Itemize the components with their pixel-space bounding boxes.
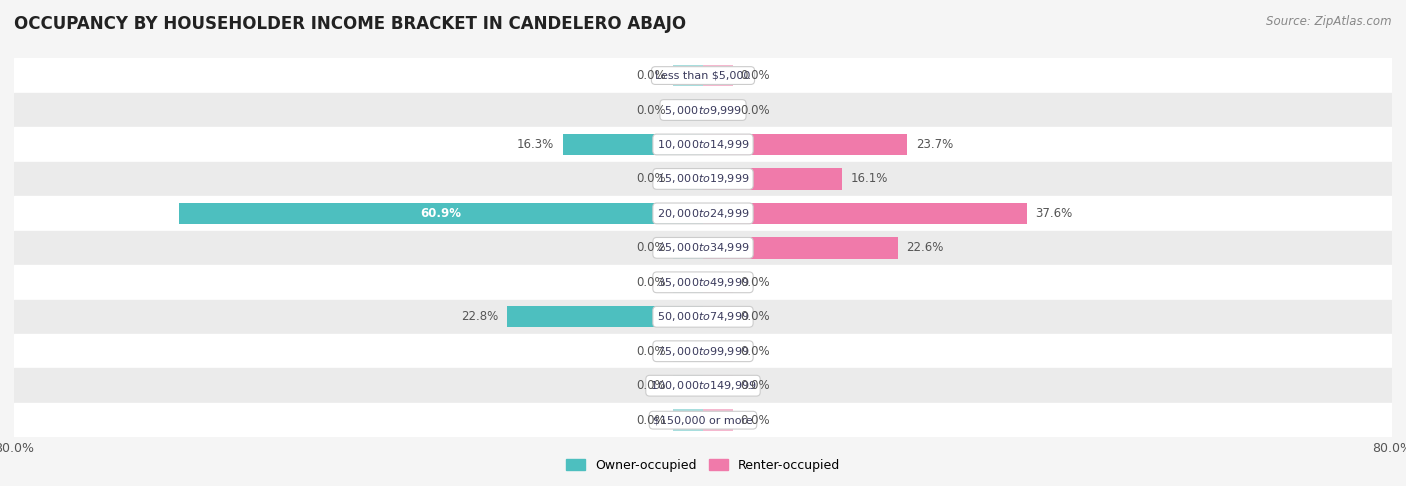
Text: Less than $5,000: Less than $5,000 [655, 70, 751, 81]
Bar [703, 237, 897, 259]
Bar [673, 341, 703, 362]
Text: 0.0%: 0.0% [637, 104, 666, 117]
Bar [703, 99, 733, 121]
Text: 23.7%: 23.7% [915, 138, 953, 151]
Bar [506, 306, 703, 328]
Text: 0.0%: 0.0% [740, 379, 769, 392]
Bar [14, 231, 1392, 265]
Text: 37.6%: 37.6% [1035, 207, 1073, 220]
Bar [14, 196, 1392, 231]
Bar [703, 410, 733, 431]
Bar [14, 127, 1392, 162]
Text: $150,000 or more: $150,000 or more [654, 415, 752, 425]
Bar [179, 203, 703, 224]
Bar [673, 99, 703, 121]
Text: 0.0%: 0.0% [637, 276, 666, 289]
Text: 0.0%: 0.0% [740, 104, 769, 117]
Bar [14, 368, 1392, 403]
Bar [703, 272, 733, 293]
Text: OCCUPANCY BY HOUSEHOLDER INCOME BRACKET IN CANDELERO ABAJO: OCCUPANCY BY HOUSEHOLDER INCOME BRACKET … [14, 15, 686, 33]
Text: $75,000 to $99,999: $75,000 to $99,999 [657, 345, 749, 358]
Bar [562, 134, 703, 155]
Bar [703, 306, 733, 328]
Text: 16.1%: 16.1% [851, 173, 887, 186]
Text: $35,000 to $49,999: $35,000 to $49,999 [657, 276, 749, 289]
Text: 0.0%: 0.0% [637, 69, 666, 82]
Bar [673, 237, 703, 259]
Text: 22.6%: 22.6% [907, 242, 943, 254]
Text: 0.0%: 0.0% [637, 345, 666, 358]
Bar [703, 168, 842, 190]
Bar [703, 203, 1026, 224]
Text: $100,000 to $149,999: $100,000 to $149,999 [650, 379, 756, 392]
Bar [14, 334, 1392, 368]
Bar [703, 65, 733, 86]
Bar [673, 65, 703, 86]
Text: 0.0%: 0.0% [740, 69, 769, 82]
Bar [673, 410, 703, 431]
Bar [14, 265, 1392, 299]
Bar [14, 162, 1392, 196]
Text: 60.9%: 60.9% [420, 207, 461, 220]
Text: Source: ZipAtlas.com: Source: ZipAtlas.com [1267, 15, 1392, 28]
Bar [14, 299, 1392, 334]
Bar [673, 272, 703, 293]
Text: 0.0%: 0.0% [740, 310, 769, 323]
Text: $25,000 to $34,999: $25,000 to $34,999 [657, 242, 749, 254]
Text: 0.0%: 0.0% [637, 414, 666, 427]
Bar [703, 375, 733, 397]
Text: 0.0%: 0.0% [637, 173, 666, 186]
Text: 0.0%: 0.0% [637, 242, 666, 254]
Bar [14, 403, 1392, 437]
Bar [14, 58, 1392, 93]
Bar [14, 93, 1392, 127]
Text: 22.8%: 22.8% [461, 310, 498, 323]
Text: $5,000 to $9,999: $5,000 to $9,999 [664, 104, 742, 117]
Text: $50,000 to $74,999: $50,000 to $74,999 [657, 310, 749, 323]
Text: 0.0%: 0.0% [740, 345, 769, 358]
Text: $10,000 to $14,999: $10,000 to $14,999 [657, 138, 749, 151]
Text: 16.3%: 16.3% [517, 138, 554, 151]
Bar [673, 375, 703, 397]
Text: $20,000 to $24,999: $20,000 to $24,999 [657, 207, 749, 220]
Text: 0.0%: 0.0% [740, 414, 769, 427]
Legend: Owner-occupied, Renter-occupied: Owner-occupied, Renter-occupied [561, 453, 845, 477]
Bar [703, 341, 733, 362]
Bar [673, 168, 703, 190]
Bar [703, 134, 907, 155]
Text: 0.0%: 0.0% [637, 379, 666, 392]
Text: 0.0%: 0.0% [740, 276, 769, 289]
Text: $15,000 to $19,999: $15,000 to $19,999 [657, 173, 749, 186]
